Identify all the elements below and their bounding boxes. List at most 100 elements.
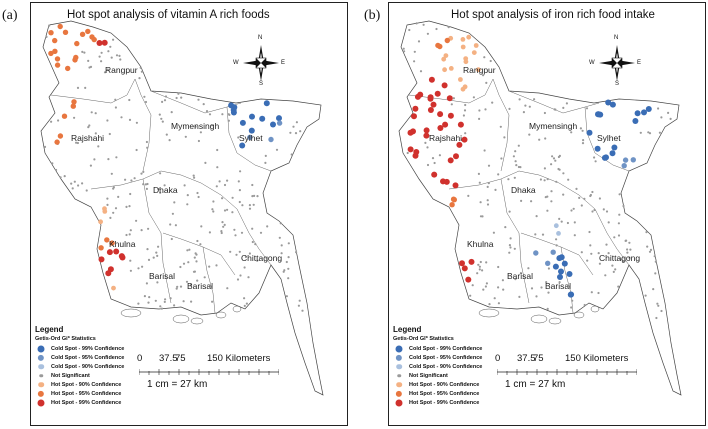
hotspot-point bbox=[533, 250, 539, 256]
hotspot-point bbox=[463, 109, 467, 112]
hotspot-point bbox=[589, 194, 592, 198]
hotspot-point bbox=[570, 131, 573, 134]
legend-label: Cold Spot - 99% Confidence bbox=[409, 345, 483, 352]
hotspot-point bbox=[200, 225, 203, 228]
hotspot-point bbox=[518, 295, 521, 298]
hotspot-point bbox=[176, 285, 179, 288]
division-border bbox=[162, 232, 236, 276]
hotspot-point bbox=[140, 70, 143, 73]
hotspot-point bbox=[215, 264, 218, 267]
hotspot-point bbox=[591, 190, 594, 194]
hotspot-point bbox=[617, 234, 621, 237]
hotspot-point bbox=[557, 274, 563, 280]
legend-item: Hot Spot - 99% Confidence bbox=[393, 398, 525, 407]
hotspot-point bbox=[196, 279, 199, 282]
hotspot-point bbox=[558, 281, 561, 284]
hotspot-point bbox=[621, 163, 627, 169]
hotspot-point bbox=[65, 65, 71, 72]
hotspot-point bbox=[487, 182, 490, 185]
hotspot-point bbox=[551, 155, 554, 158]
legend-item: Not Significant bbox=[35, 371, 167, 380]
division-label: Dhaka bbox=[511, 185, 536, 195]
hotspot-point bbox=[477, 172, 480, 175]
division-border bbox=[226, 106, 272, 172]
hotspot-point bbox=[290, 153, 293, 156]
hotspot-point bbox=[221, 113, 224, 116]
hotspot-point bbox=[109, 240, 115, 246]
hotspot-point bbox=[539, 178, 542, 181]
hotspot-point bbox=[419, 70, 423, 73]
hotspot-point bbox=[135, 148, 138, 152]
legend-title: Legend bbox=[35, 325, 64, 334]
hotspot-point bbox=[228, 113, 231, 116]
hotspot-point bbox=[611, 144, 618, 151]
map-panel-iron: Hot spot analysis of iron rich food inta… bbox=[388, 2, 706, 426]
hotspot-point bbox=[476, 67, 481, 73]
hotspot-point bbox=[588, 230, 591, 234]
legend-label: Cold Spot - 95% Confidence bbox=[409, 354, 483, 361]
hotspot-point bbox=[403, 50, 406, 53]
hotspot-point bbox=[546, 307, 549, 310]
hotspot-point bbox=[520, 199, 523, 202]
hotspot-point bbox=[543, 111, 546, 115]
hotspot-point bbox=[447, 26, 450, 29]
hotspot-point bbox=[535, 215, 538, 218]
hotspot-point bbox=[105, 270, 112, 277]
hotspot-point bbox=[223, 223, 226, 226]
hotspot-point bbox=[535, 295, 538, 298]
hotspot-point bbox=[460, 44, 466, 50]
hotspot-point bbox=[52, 48, 58, 54]
hotspot-point bbox=[83, 51, 86, 54]
hotspot-point bbox=[81, 50, 84, 54]
hotspot-point bbox=[184, 135, 187, 138]
legend-label: Cold Spot - 99% Confidence bbox=[51, 345, 125, 352]
hotspot-point bbox=[499, 125, 502, 128]
scale-ratio: 1 cm = 27 km bbox=[505, 379, 566, 390]
hotspot-point bbox=[478, 181, 481, 184]
hotspot-point bbox=[530, 287, 534, 290]
hotspot-point bbox=[169, 297, 172, 300]
hotspot-point bbox=[239, 142, 246, 149]
hotspot-point bbox=[251, 240, 254, 244]
division-label: Rajshahi bbox=[71, 133, 104, 143]
hotspot-point bbox=[411, 113, 417, 120]
hotspot-point bbox=[582, 139, 585, 142]
hotspot-point bbox=[87, 59, 90, 63]
hotspot-point bbox=[656, 302, 659, 305]
hotspot-point bbox=[625, 239, 628, 242]
hotspot-point bbox=[278, 236, 281, 239]
hotspot-point bbox=[476, 272, 479, 275]
hotspot-point bbox=[203, 276, 206, 279]
hotspot-point bbox=[109, 45, 112, 48]
division-border bbox=[248, 232, 272, 266]
hotspot-point bbox=[75, 141, 78, 144]
hotspot-point bbox=[103, 71, 107, 74]
hotspot-point bbox=[144, 183, 147, 186]
hotspot-point bbox=[101, 39, 108, 46]
hotspot-point bbox=[497, 265, 500, 269]
hotspot-point bbox=[648, 132, 652, 135]
hotspot-point bbox=[424, 141, 427, 144]
legend-item: Cold Spot - 95% Confidence bbox=[393, 353, 525, 362]
hotspot-point bbox=[571, 299, 574, 302]
hotspot-point bbox=[104, 237, 110, 243]
legend-label: Not Significant bbox=[409, 372, 448, 379]
hotspot-point bbox=[503, 136, 506, 139]
compass-e-label: E bbox=[637, 60, 642, 66]
division-label: Khulna bbox=[109, 239, 136, 249]
hotspot-point bbox=[501, 279, 504, 282]
hotspot-point bbox=[568, 291, 575, 298]
hotspot-point bbox=[221, 197, 224, 200]
hotspot-point bbox=[243, 304, 246, 307]
hotspot-point bbox=[238, 250, 241, 253]
hotspot-point bbox=[130, 179, 133, 182]
hotspot-point bbox=[241, 204, 244, 207]
hotspot-point bbox=[89, 34, 95, 40]
hotspot-point bbox=[108, 132, 111, 136]
hotspot-point bbox=[442, 67, 447, 73]
hotspot-point bbox=[287, 256, 290, 259]
hotspot-point bbox=[110, 56, 113, 59]
hotspot-point bbox=[428, 76, 435, 83]
hotspot-point bbox=[212, 210, 215, 213]
hotspot-point bbox=[595, 111, 602, 118]
